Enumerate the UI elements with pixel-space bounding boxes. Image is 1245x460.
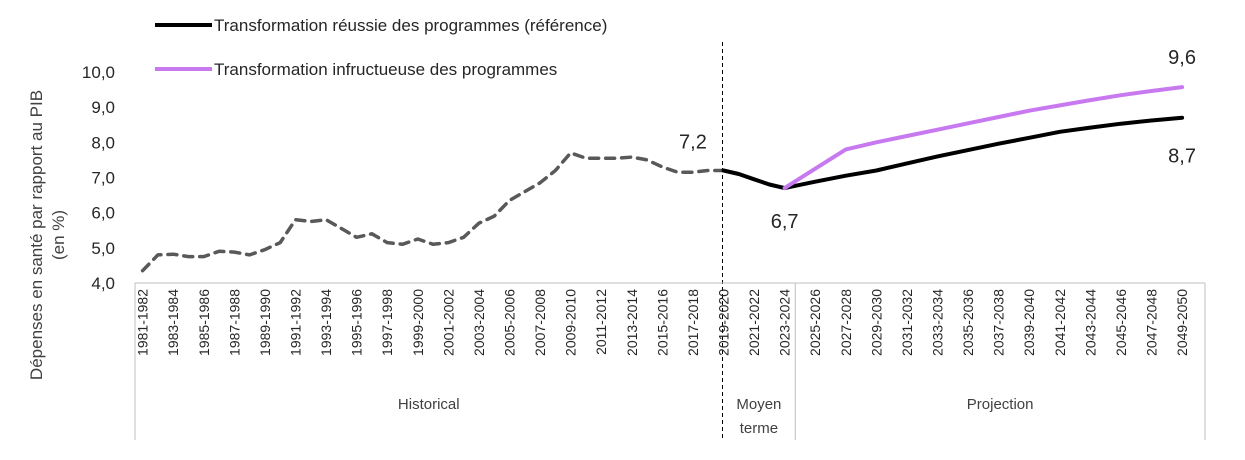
legend-label: Transformation réussie des programmes (r… <box>214 16 607 35</box>
x-tick-label: 2041-2042 <box>1052 289 1068 356</box>
x-tick-label: 2029-2030 <box>868 289 884 356</box>
x-tick-label: 2015-2016 <box>654 289 670 356</box>
x-tick-label: 1987-1988 <box>226 289 242 356</box>
legend: Transformation réussie des programmes (r… <box>155 16 607 79</box>
x-tick-label: 2011-2012 <box>593 289 609 355</box>
series-line-0 <box>140 151 726 273</box>
x-tick-label: 2033-2034 <box>930 289 946 356</box>
x-tick-label: 1997-1998 <box>379 289 395 356</box>
period-labels: Historical Moyen terme Projection <box>398 396 1034 437</box>
data-labels: 7,2 6,7 9,6 8,7 <box>679 47 1196 233</box>
y-tick-label: 10,0 <box>82 63 115 82</box>
x-tick-label: 2049-2050 <box>1174 289 1190 356</box>
x-tick-label: 2047-2048 <box>1144 289 1160 356</box>
data-label: 6,7 <box>771 211 799 233</box>
x-tick-label: 1999-2000 <box>410 289 426 356</box>
data-label: 8,7 <box>1168 146 1196 168</box>
x-tick-label: 2003-2004 <box>471 289 487 356</box>
y-axis-title: Dépenses en santé par rapport au PIB <box>27 90 46 380</box>
period-label: terme <box>740 420 778 437</box>
x-tick-label: 1981-1982 <box>135 289 151 356</box>
x-tick-label: 1989-1990 <box>257 289 273 356</box>
series-line-2 <box>782 85 1185 191</box>
x-tick-label: 2001-2002 <box>440 289 456 356</box>
x-tick-label: 2017-2018 <box>685 289 701 356</box>
x-tick-label: 2037-2038 <box>991 289 1007 356</box>
y-axis-title-unit: (en %) <box>49 210 68 260</box>
period-label: Moyen <box>736 396 781 413</box>
y-tick-label: 8,0 <box>91 133 115 152</box>
series-line-1 <box>721 115 1185 191</box>
y-tick-label: 9,0 <box>91 98 115 117</box>
x-tick-label: 1991-1992 <box>288 289 304 356</box>
x-tick-label: 2027-2028 <box>838 289 854 356</box>
y-tick-label: 5,0 <box>91 239 115 258</box>
x-tick-label: 2039-2040 <box>1021 289 1037 356</box>
series-lines <box>140 85 1185 273</box>
x-tick-label: 1995-1996 <box>349 289 365 356</box>
y-axis-ticks: 4,0 5,0 6,0 7,0 8,0 9,0 10,0 <box>82 63 115 293</box>
x-tick-label: 1993-1994 <box>318 289 334 356</box>
x-tick-label: 2043-2044 <box>1082 289 1098 356</box>
x-tick-label: 1985-1986 <box>196 289 212 356</box>
data-label: 7,2 <box>679 131 707 153</box>
y-tick-label: 7,0 <box>91 169 115 188</box>
x-tick-label: 1983-1984 <box>165 289 181 356</box>
y-axis-title-group: Dépenses en santé par rapport au PIB (en … <box>27 90 68 380</box>
data-label: 9,6 <box>1168 47 1196 69</box>
x-tick-label: 2031-2032 <box>899 289 915 356</box>
x-tick-label: 2007-2008 <box>532 289 548 356</box>
y-tick-label: 4,0 <box>91 274 115 293</box>
x-axis-tick-labels: 1981-1982 1983-1984 1985-1986 1987-1988 1989… <box>135 289 1190 356</box>
period-label: Historical <box>398 396 460 413</box>
period-label: Projection <box>967 396 1034 413</box>
legend-label: Transformation infructueuse des programm… <box>214 60 557 79</box>
period-separators <box>134 42 1206 440</box>
x-tick-label: 2023-2024 <box>777 289 793 356</box>
x-tick-label: 2009-2010 <box>563 289 579 356</box>
x-tick-label: 2025-2026 <box>807 289 823 356</box>
y-tick-label: 6,0 <box>91 204 115 223</box>
x-tick-label: 2035-2036 <box>960 289 976 356</box>
x-tick-label: 2005-2006 <box>502 289 518 356</box>
x-tick-label: 2013-2014 <box>624 289 640 356</box>
x-tick-label: 2021-2022 <box>746 289 762 356</box>
x-tick-label: 2045-2046 <box>1113 289 1129 356</box>
x-tick-label: 2019-2020 <box>716 289 732 356</box>
